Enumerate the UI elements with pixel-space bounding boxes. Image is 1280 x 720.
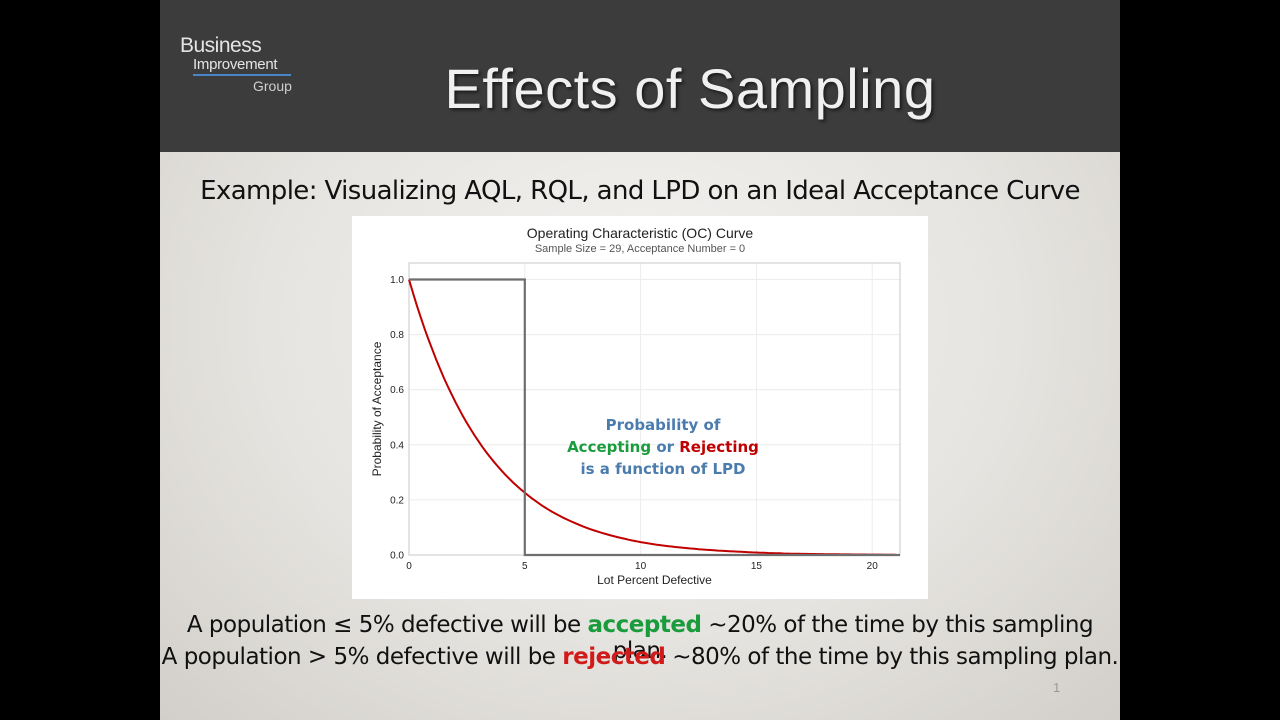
plot-frame xyxy=(408,262,901,556)
logo-line-3: Group xyxy=(253,78,292,94)
y-tick-label: 0.0 xyxy=(390,551,404,562)
x-tick-label: 10 xyxy=(635,561,647,572)
annotation-line-2: Accepting or Rejecting xyxy=(567,438,759,456)
header-bar: Business Improvement Group Effects of Sa… xyxy=(160,0,1120,152)
logo-underline xyxy=(193,74,291,76)
page-number: 1 xyxy=(1053,680,1061,695)
statement-accepted-text-c: ~20% of the time by this sampling plan. xyxy=(612,612,1094,664)
x-tick-label: 5 xyxy=(522,561,528,572)
y-tick-label: 0.8 xyxy=(390,330,404,341)
statement-accepted: A population ≤ 5% defective will be acce… xyxy=(160,612,1120,664)
accepted-word: accepted xyxy=(587,612,702,638)
x-axis-label: Lot Percent Defective xyxy=(597,573,712,587)
chart-title: Operating Characteristic (OC) Curve xyxy=(527,225,754,241)
annotation-line-1: Probability of xyxy=(606,416,721,434)
y-tick-label: 0.4 xyxy=(390,440,404,451)
x-tick-label: 15 xyxy=(751,561,763,572)
slide-subtitle: Example: Visualizing AQL, RQL, and LPD o… xyxy=(200,176,1080,206)
chart-subtitle: Sample Size = 29, Acceptance Number = 0 xyxy=(535,243,745,255)
statement-rejected: A population > 5% defective will be reje… xyxy=(160,644,1120,670)
logo-line-2: Improvement xyxy=(193,56,278,73)
y-tick-label: 1.0 xyxy=(390,275,404,286)
y-axis-label: Probability of Acceptance xyxy=(370,341,384,476)
statement-rejected-text-c: ~80% of the time by this sampling plan. xyxy=(665,644,1119,670)
annotation-accepting: Accepting xyxy=(567,438,651,456)
statement-rejected-text-a: A population > 5% defective will be xyxy=(161,644,563,670)
slide-title: Effects of Sampling xyxy=(444,57,936,120)
annotation-rejecting: Rejecting xyxy=(679,438,759,456)
x-tick-label: 0 xyxy=(406,561,412,572)
slide: Business Improvement Group Effects of Sa… xyxy=(160,0,1120,720)
oc-chart: Operating Characteristic (OC) Curve Sampl… xyxy=(352,216,928,599)
y-tick-label: 0.2 xyxy=(390,495,404,506)
company-logo: Business Improvement Group xyxy=(180,34,300,98)
x-tick-label: 20 xyxy=(867,561,879,572)
statement-accepted-text-a: A population ≤ 5% defective will be xyxy=(186,612,588,638)
annotation-line-3: is a function of LPD xyxy=(581,460,746,478)
oc-chart-svg: Operating Characteristic (OC) Curve Sampl… xyxy=(370,225,901,587)
ideal-curve-line xyxy=(409,278,900,557)
y-tick-label: 0.6 xyxy=(390,385,404,396)
annotation-or: or xyxy=(651,438,679,456)
logo-line-1: Business xyxy=(180,34,262,57)
rejected-word: rejected xyxy=(562,644,666,670)
